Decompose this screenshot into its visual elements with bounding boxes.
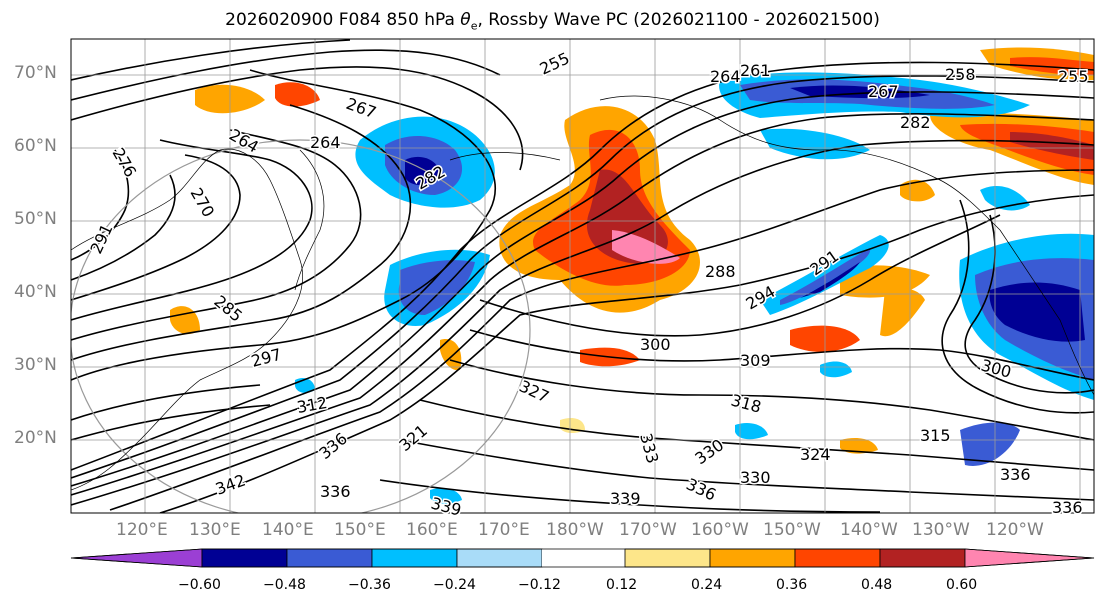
- colorbar-segment: [70, 548, 203, 568]
- theta-e-contours: [71, 39, 1094, 513]
- contour-label: 324: [800, 445, 831, 464]
- anomaly-shading: [170, 47, 1094, 504]
- lon-label: 160°W: [691, 520, 749, 540]
- contour-label: 330: [740, 468, 771, 487]
- lon-label: 150°E: [334, 520, 386, 540]
- lat-label: 50°N: [14, 209, 57, 229]
- coastlines: [71, 95, 1094, 491]
- lat-label: 30°N: [14, 355, 57, 375]
- colorbar-segment: [456, 548, 543, 568]
- lat-label: 60°N: [14, 136, 57, 156]
- colorbar-segment: [286, 548, 373, 568]
- lon-label: 160°E: [406, 520, 458, 540]
- contour-label: 261: [740, 61, 771, 80]
- contour-label: 288: [705, 262, 736, 281]
- colorbar-tick-label: −0.60: [178, 577, 221, 593]
- contour-label: 336: [1000, 465, 1031, 484]
- colorbar-segment: [624, 548, 711, 568]
- colorbar-tick-label: 0.48: [861, 577, 893, 593]
- lon-label: 120°W: [986, 520, 1044, 540]
- lat-label: 20°N: [14, 428, 57, 448]
- contour-label: 258: [945, 65, 976, 84]
- lon-label: 120°E: [116, 520, 168, 540]
- map-gridlines: [71, 39, 1094, 513]
- contour-label: 309: [740, 351, 771, 370]
- map-title: 2026020900 F084 850 hPa θe, Rossby Wave …: [225, 10, 880, 33]
- contour-label: 267: [868, 82, 899, 101]
- colorbar-segment: [709, 548, 796, 568]
- contour-label: 336: [320, 482, 351, 501]
- colorbar-tick-label: −0.12: [518, 577, 561, 593]
- colorbar-segment: [794, 548, 881, 568]
- lat-label: 70°N: [14, 63, 57, 83]
- lon-label: 140°W: [840, 520, 898, 540]
- colorbar-segment: [542, 549, 625, 567]
- lon-label: 170°W: [619, 520, 677, 540]
- contour-label: 336: [1052, 498, 1083, 517]
- colorbar-tick-label: 0.24: [691, 577, 723, 593]
- lon-label: 140°E: [262, 520, 314, 540]
- lon-label: 130°W: [912, 520, 970, 540]
- colorbar-tick-label: −0.36: [348, 577, 391, 593]
- colorbar-tick-label: 0.60: [946, 577, 978, 593]
- map-plot-area: [71, 39, 1094, 513]
- colorbar-segment: [879, 548, 966, 568]
- contour-label: 315: [920, 426, 951, 445]
- lon-label: 170°E: [478, 520, 530, 540]
- colorbar-segment: [201, 548, 288, 568]
- contour-label: 282: [900, 113, 931, 132]
- colorbar-segment: [371, 548, 458, 568]
- colorbar-segment: [964, 548, 1095, 568]
- colorbar-tick-label: −0.24: [433, 577, 476, 593]
- contour-label: 339: [610, 489, 641, 508]
- colorbar-tick-label: −0.48: [263, 577, 306, 593]
- colorbar-tick-label: 0.12: [606, 577, 638, 593]
- lat-label: 40°N: [14, 282, 57, 302]
- lon-label: 180°W: [546, 520, 604, 540]
- colorbar: [70, 548, 1095, 568]
- contour-label: 300: [640, 335, 671, 354]
- contour-label: 264: [310, 133, 341, 152]
- contour-label: 255: [1058, 67, 1089, 86]
- colorbar-tick-label: 0.36: [776, 577, 808, 593]
- contour-label: 264: [710, 67, 741, 86]
- lon-label: 150°W: [763, 520, 821, 540]
- lon-label: 130°E: [189, 520, 241, 540]
